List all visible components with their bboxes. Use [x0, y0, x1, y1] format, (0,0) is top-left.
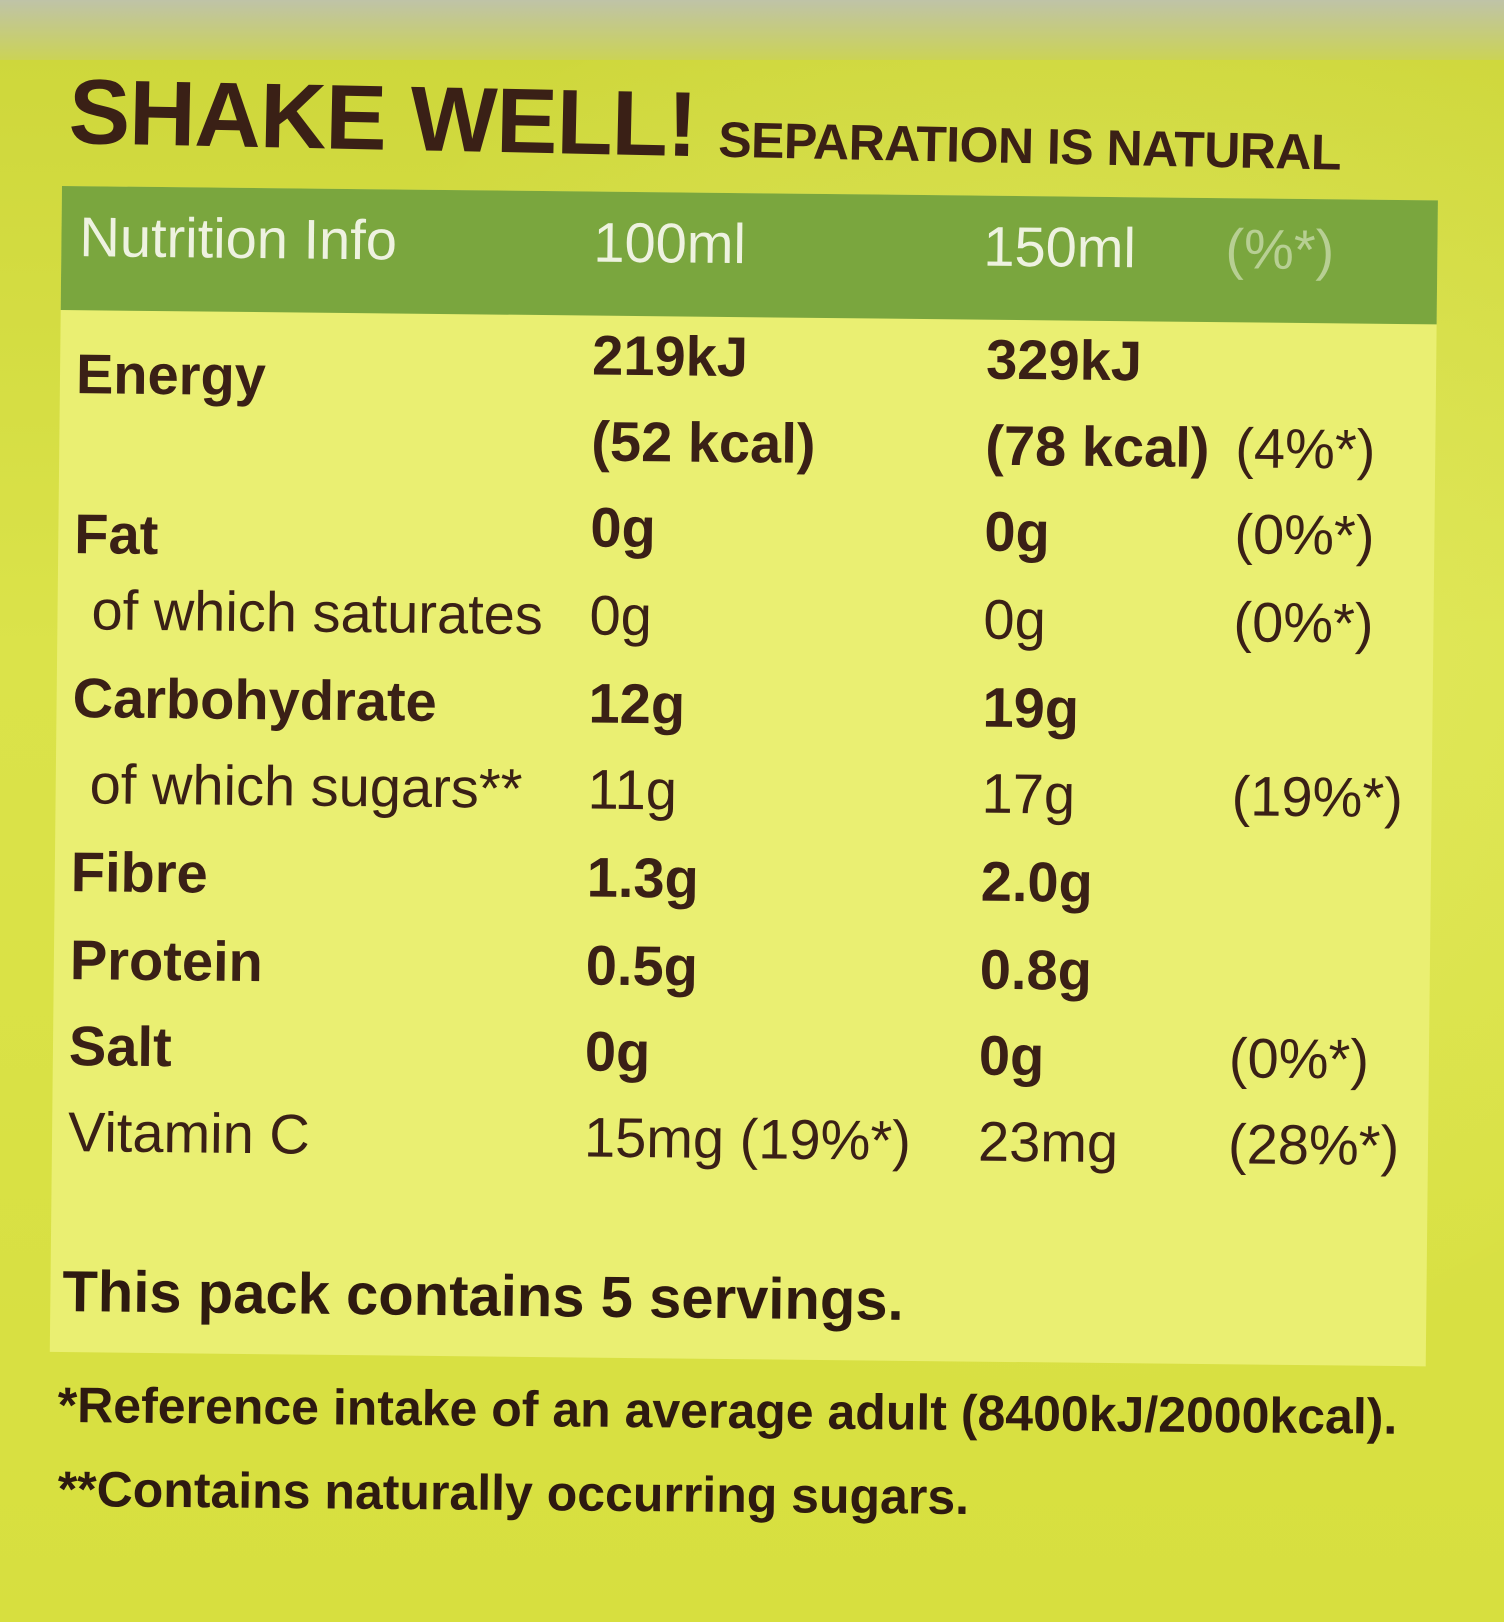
row-percent: (0%*)	[1233, 590, 1374, 655]
row-name: Carbohydrate	[72, 666, 438, 733]
row-value-150ml: 0g	[978, 1023, 1045, 1088]
row-name: Fibre	[70, 840, 209, 905]
row-value-150ml: 17g	[981, 761, 1076, 826]
row-percent: (4%*)	[1234, 416, 1376, 481]
row-value-150ml: (78 kcal)	[985, 413, 1210, 480]
table-row-energy-kcal: (52 kcal) (78 kcal) (4%*)	[59, 396, 1436, 498]
row-name: of which saturates	[91, 578, 544, 647]
row-value-150ml: 2.0g	[980, 849, 1094, 914]
table-row-protein: Protein 0.5g 0.8g	[53, 920, 1430, 1022]
header-100ml: 100ml	[593, 210, 747, 276]
row-value-150ml: 0.8g	[979, 937, 1093, 1002]
row-name: of which sugars**	[89, 752, 523, 820]
header-percent: (%*)	[1225, 217, 1335, 282]
table-row-salt: Salt 0g 0g (0%*)	[52, 1006, 1429, 1108]
row-value-100ml: 11g	[587, 757, 678, 822]
row-value-150ml: 329kJ	[985, 327, 1143, 393]
row-name: Vitamin C	[67, 1100, 311, 1166]
row-value-100ml: 219kJ	[591, 323, 749, 389]
table-row-saturates: of which saturates 0g 0g (0%*)	[57, 570, 1434, 672]
separation-text: SEPARATION IS NATURAL	[717, 111, 1342, 181]
row-value-150ml: 19g	[982, 675, 1080, 740]
row-value-150ml: 0g	[983, 587, 1047, 652]
row-name: Protein	[69, 928, 264, 994]
table-row-fat: Fat 0g 0g (0%*)	[58, 482, 1435, 584]
table-row-sugars: of which sugars** 11g 17g (19%*)	[55, 744, 1432, 846]
row-value-100ml: 15mg (19%*)	[583, 1105, 912, 1172]
row-percent: (0%*)	[1228, 1026, 1370, 1091]
row-name: Salt	[68, 1014, 173, 1079]
row-value-150ml: 23mg	[977, 1109, 1119, 1175]
table-row-carbohydrate: Carbohydrate 12g 19g	[56, 658, 1433, 760]
header-150ml: 150ml	[983, 214, 1137, 280]
shake-well-text: SHAKE WELL!	[67, 60, 698, 177]
row-percent: (0%*)	[1234, 502, 1375, 567]
row-name: Fat	[74, 502, 159, 567]
row-value-100ml: 1.3g	[586, 845, 700, 910]
row-value-100ml: 12g	[588, 671, 686, 736]
bottle-sheen	[0, 0, 1504, 60]
table-row-vitamin-c: Vitamin C 15mg (19%*) 23mg (28%*)	[52, 1092, 1429, 1194]
nutrition-panel: Nutrition Info 100ml 150ml (%*) Energy 2…	[49, 186, 1438, 1367]
row-value-100ml: (52 kcal)	[591, 409, 816, 475]
row-percent: (19%*)	[1231, 764, 1404, 830]
row-value-100ml: 0g	[589, 583, 653, 648]
row-value-100ml: 0g	[590, 495, 657, 560]
sugars-footnote: **Contains naturally occurring sugars.	[57, 1461, 970, 1525]
row-value-100ml: 0.5g	[585, 933, 699, 998]
servings-note: This pack contains 5 servings.	[62, 1259, 905, 1333]
row-value-100ml: 0g	[584, 1019, 651, 1084]
table-row-energy: Energy 219kJ 329kJ	[60, 310, 1437, 412]
nutrition-header-row: Nutrition Info 100ml 150ml (%*)	[60, 186, 1438, 325]
table-row-fibre: Fibre 1.3g 2.0g	[54, 832, 1431, 934]
row-value-150ml: 0g	[984, 499, 1051, 564]
header-nutrition-info: Nutrition Info	[79, 205, 398, 272]
reference-intake-footnote: *Reference intake of an average adult (8…	[57, 1377, 1398, 1445]
row-percent: (28%*)	[1227, 1112, 1400, 1178]
